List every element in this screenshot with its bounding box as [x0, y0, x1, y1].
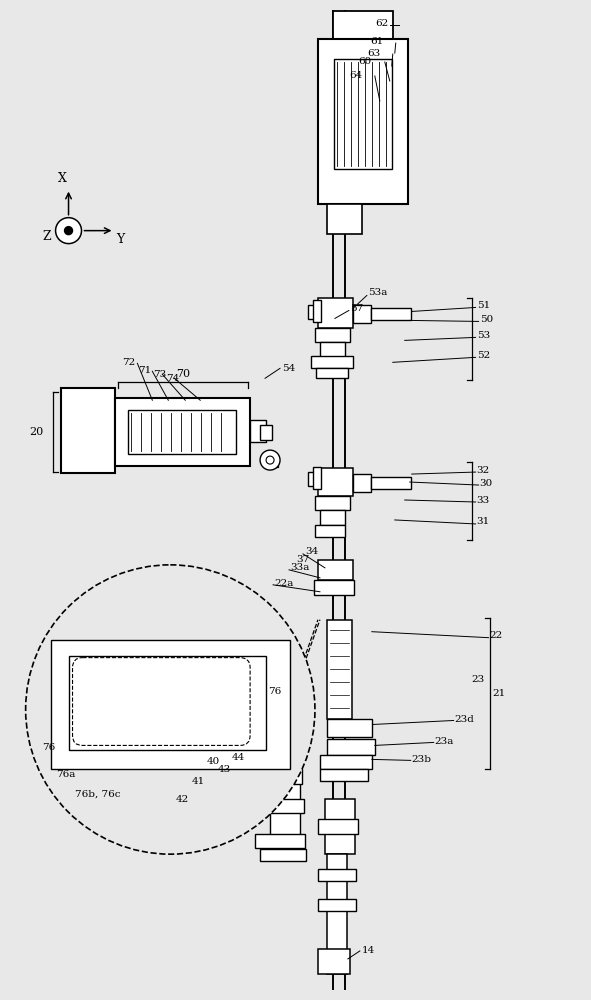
Circle shape [64, 227, 73, 235]
Text: 41: 41 [191, 777, 204, 786]
Text: 20: 20 [30, 427, 44, 437]
Text: 43: 43 [218, 765, 232, 774]
Bar [314, 580, 354, 595]
Text: 53: 53 [476, 331, 490, 340]
FancyBboxPatch shape [73, 658, 250, 745]
Circle shape [56, 218, 82, 244]
Circle shape [266, 456, 274, 464]
Bar [315, 525, 345, 537]
Bar [327, 739, 375, 755]
Text: 57: 57 [350, 304, 363, 313]
Text: 61: 61 [370, 37, 383, 46]
Bar [325, 799, 355, 854]
Text: 54: 54 [282, 364, 296, 373]
Text: 76: 76 [43, 743, 56, 752]
Bar [320, 769, 368, 781]
Text: 73: 73 [153, 370, 167, 379]
Bar [313, 467, 321, 489]
Text: 70: 70 [176, 369, 190, 379]
Text: 40: 40 [206, 757, 219, 766]
Text: 42: 42 [176, 795, 189, 804]
Bar [327, 719, 372, 737]
Bar [315, 496, 350, 510]
Text: 60: 60 [358, 57, 371, 66]
Text: 76: 76 [268, 687, 281, 696]
Text: 76a: 76a [57, 770, 76, 779]
Text: 33: 33 [476, 496, 490, 505]
Text: Y: Y [116, 233, 125, 246]
Text: 23a: 23a [434, 737, 454, 746]
Bar [318, 899, 356, 911]
Text: 71: 71 [138, 366, 152, 375]
Text: 23: 23 [472, 675, 485, 684]
Text: 51: 51 [476, 301, 490, 310]
Bar [51, 640, 290, 769]
Bar [250, 420, 266, 442]
Text: 74: 74 [166, 374, 180, 383]
Circle shape [260, 450, 280, 470]
Text: 22a: 22a [274, 579, 293, 588]
Bar [60, 388, 115, 473]
Text: 52: 52 [476, 351, 490, 360]
Bar [320, 342, 345, 357]
Bar [270, 757, 300, 839]
Bar [260, 425, 272, 440]
Circle shape [25, 565, 315, 854]
Text: 53a: 53a [368, 288, 387, 297]
Text: 62: 62 [375, 19, 388, 28]
Text: 31: 31 [476, 517, 490, 526]
Text: 72: 72 [122, 358, 136, 367]
Bar [258, 799, 304, 813]
Text: 34: 34 [305, 547, 318, 556]
Bar [115, 398, 250, 466]
Bar [353, 474, 371, 492]
Text: 44: 44 [232, 753, 245, 762]
Bar [316, 368, 348, 378]
Bar [327, 854, 347, 974]
Bar [327, 204, 362, 234]
Bar [318, 869, 356, 881]
Bar [318, 819, 358, 834]
Bar [333, 11, 393, 39]
Bar [334, 59, 392, 169]
Text: 23d: 23d [454, 715, 475, 724]
Bar [318, 560, 353, 580]
Bar [318, 298, 353, 328]
Text: 37: 37 [296, 555, 309, 564]
Bar [313, 300, 321, 322]
Text: 14: 14 [362, 946, 375, 955]
Text: 23b: 23b [412, 755, 432, 764]
Bar [260, 849, 306, 861]
Bar [320, 510, 345, 525]
Bar [327, 620, 352, 719]
Text: 32: 32 [476, 466, 490, 475]
Bar [311, 356, 353, 368]
Bar [69, 656, 266, 750]
Bar [128, 410, 236, 454]
Bar [308, 472, 318, 486]
Text: 21: 21 [492, 689, 506, 698]
Text: 76b, 76c: 76b, 76c [74, 790, 120, 799]
Bar [318, 468, 353, 496]
Bar [315, 328, 350, 342]
Text: 63: 63 [367, 49, 380, 58]
Text: 33a: 33a [290, 563, 309, 572]
Bar [371, 477, 411, 489]
Bar [318, 949, 350, 974]
Bar [255, 834, 305, 848]
Text: X: X [58, 172, 67, 185]
Bar [320, 755, 372, 769]
Text: 64: 64 [349, 71, 362, 80]
Bar [308, 305, 318, 319]
Text: Z: Z [43, 230, 51, 243]
Text: 30: 30 [479, 479, 493, 488]
Bar [264, 455, 278, 467]
Bar [353, 305, 371, 323]
Text: 22: 22 [489, 631, 503, 640]
Bar [318, 39, 408, 204]
Text: 50: 50 [479, 315, 493, 324]
Bar [371, 308, 411, 320]
Bar [260, 769, 302, 784]
